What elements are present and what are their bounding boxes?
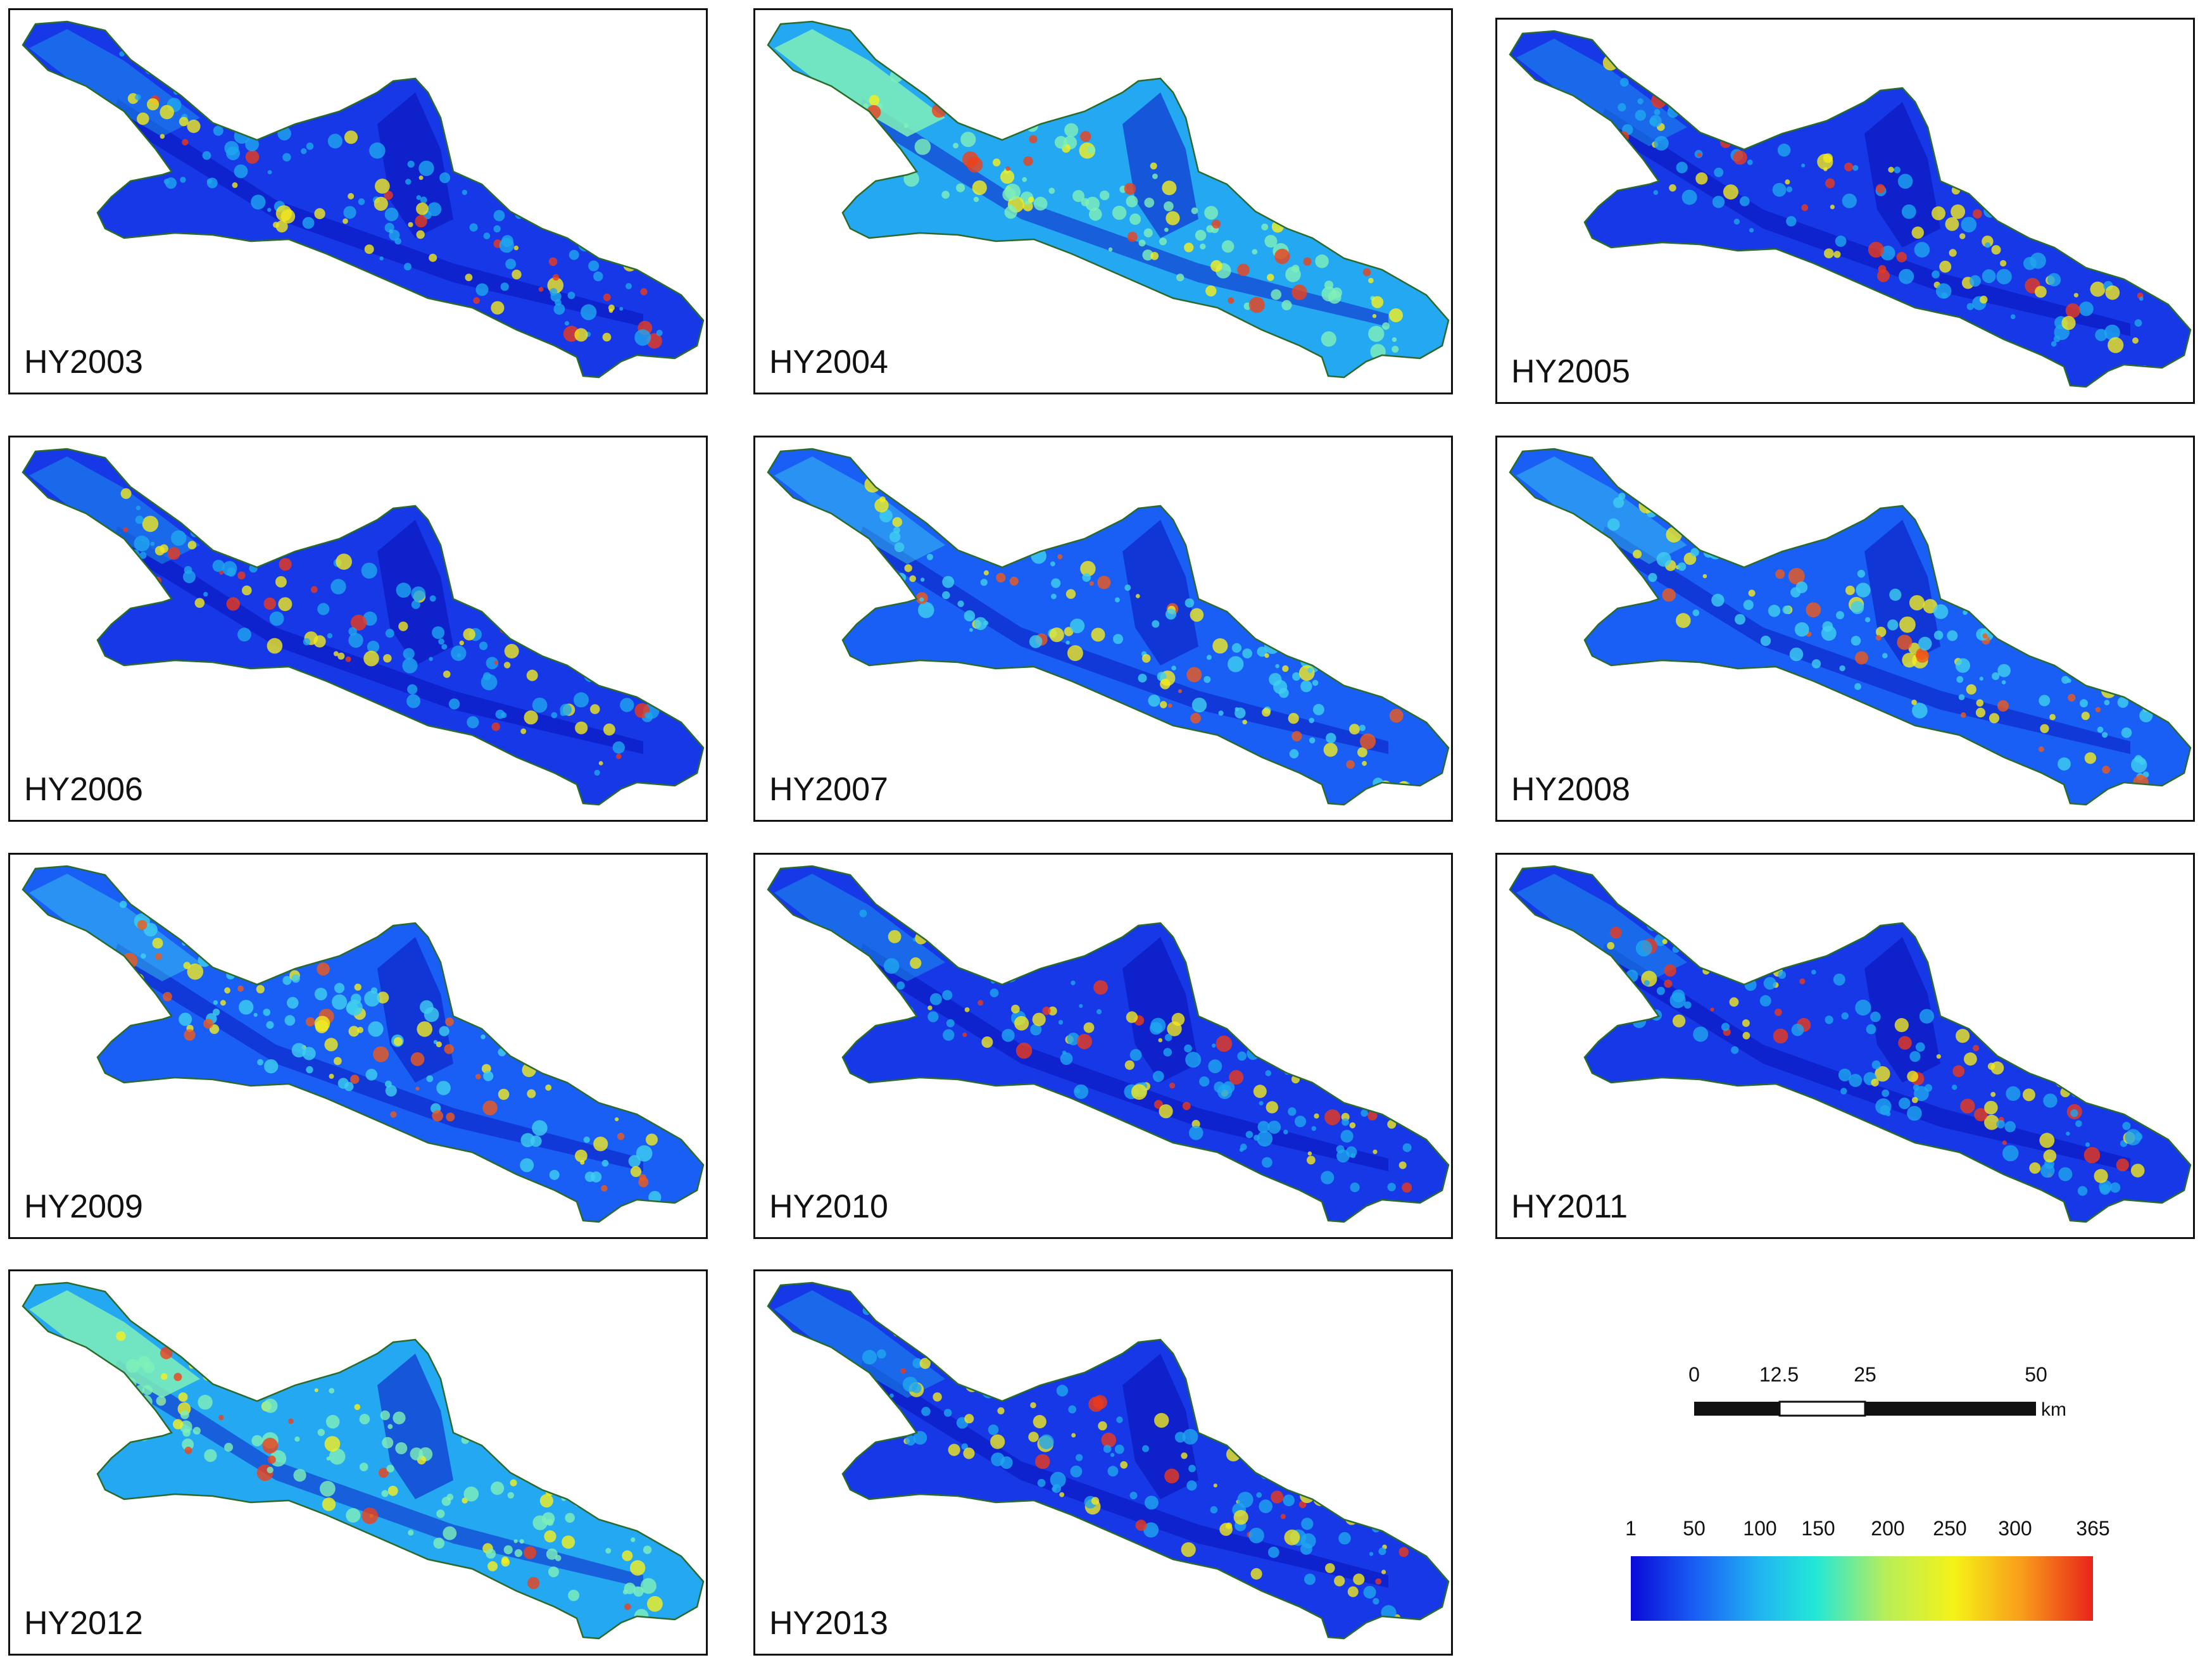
panel-year-label: HY2010 [769, 1188, 888, 1225]
ramp-tick-label: 365 [2076, 1517, 2109, 1540]
ramp-tick-label: 1 [1625, 1517, 1637, 1540]
panel-year-label: HY2003 [24, 344, 143, 381]
map-legend: 0 12.5 25 50 km 1 50 100 150 200 250 [1625, 1363, 2110, 1621]
panel-year-label: HY2007 [769, 771, 888, 808]
panel-year-label: HY2008 [1511, 771, 1630, 808]
map-panel-hy2006: HY2006 [8, 436, 708, 822]
basin-map [22, 20, 705, 379]
ramp-tick-label: 50 [1683, 1517, 1706, 1540]
panel-year-label: HY2009 [24, 1188, 143, 1225]
panel-year-label: HY2005 [1511, 353, 1630, 390]
panel-year-label: HY2006 [24, 771, 143, 808]
scale-bar: 0 12.5 25 50 km [1688, 1363, 2066, 1420]
map-panel-hy2010: HY2010 [753, 853, 1453, 1239]
basin-map [22, 1281, 705, 1640]
map-panel-hy2003: HY2003 [8, 8, 708, 394]
ramp-tick-label: 300 [1998, 1517, 2032, 1540]
map-panel-hy2004: HY2004 [753, 8, 1453, 394]
basin-map [767, 865, 1450, 1223]
map-panel-hy2009: HY2009 [8, 853, 708, 1239]
map-panel-hy2011: HY2011 [1495, 853, 2195, 1239]
ramp-tick-label: 200 [1871, 1517, 1904, 1540]
scale-tick-label: 12.5 [1759, 1363, 1799, 1386]
scale-unit: km [2041, 1399, 2066, 1420]
basin-map [22, 448, 705, 806]
map-panel-hy2012: HY2012 [8, 1269, 708, 1656]
panel-year-label: HY2011 [1511, 1188, 1628, 1225]
panel-year-label: HY2013 [769, 1605, 888, 1642]
scale-tick-label: 50 [2025, 1363, 2047, 1386]
panel-year-label: HY2012 [24, 1605, 143, 1642]
basin-map [767, 1281, 1450, 1640]
ramp-tick-label: 100 [1743, 1517, 1776, 1540]
panel-year-label: HY2004 [769, 344, 888, 381]
color-ramp-legend: 1 50 100 150 200 250 300 365 [1625, 1517, 2110, 1621]
map-panel-hy2007: HY2007 [753, 436, 1453, 822]
basin-map [1509, 30, 2192, 388]
basin-map [22, 865, 705, 1223]
basin-map [767, 20, 1450, 379]
map-panel-hy2005: HY2005 [1495, 18, 2195, 404]
ramp-tick-label: 150 [1801, 1517, 1835, 1540]
map-panel-hy2013: HY2013 [753, 1269, 1453, 1656]
basin-map [1509, 865, 2192, 1223]
scale-segment [1694, 1402, 1780, 1416]
map-panel-hy2008: HY2008 [1495, 436, 2195, 822]
scale-tick-label: 25 [1854, 1363, 1876, 1386]
scale-segment [1865, 1402, 2036, 1416]
scale-tick-label: 0 [1688, 1363, 1700, 1386]
basin-map [767, 448, 1450, 806]
ramp-tick-label: 250 [1933, 1517, 1966, 1540]
basin-map [1509, 448, 2192, 806]
scale-segment [1778, 1400, 1866, 1417]
color-ramp [1631, 1556, 2093, 1621]
